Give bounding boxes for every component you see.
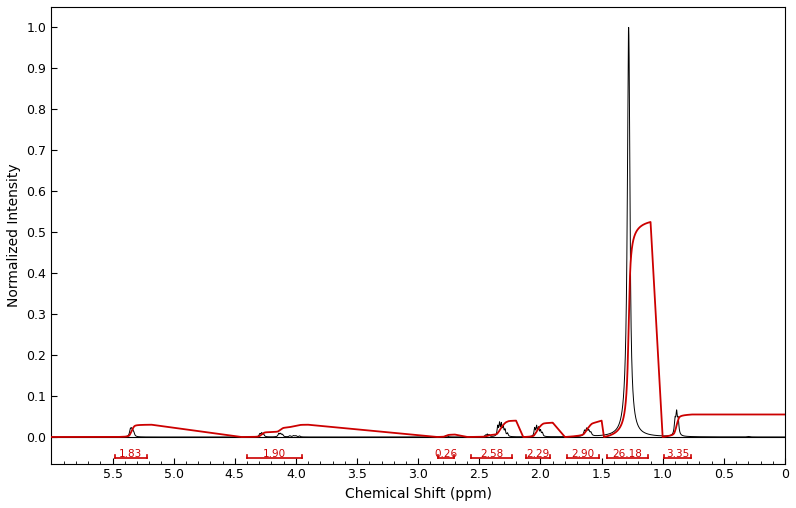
Text: 1.90: 1.90 [263,449,286,459]
X-axis label: Chemical Shift (ppm): Chemical Shift (ppm) [345,487,492,501]
Text: 2.58: 2.58 [480,449,503,459]
Text: 2.90: 2.90 [572,449,595,459]
Text: 0.26: 0.26 [435,449,458,459]
Text: 26.18: 26.18 [612,449,642,459]
Y-axis label: Normalized Intensity: Normalized Intensity [7,164,21,307]
Text: 3.35: 3.35 [665,449,689,459]
Text: 2.29: 2.29 [526,449,550,459]
Text: 1.83: 1.83 [119,449,142,459]
